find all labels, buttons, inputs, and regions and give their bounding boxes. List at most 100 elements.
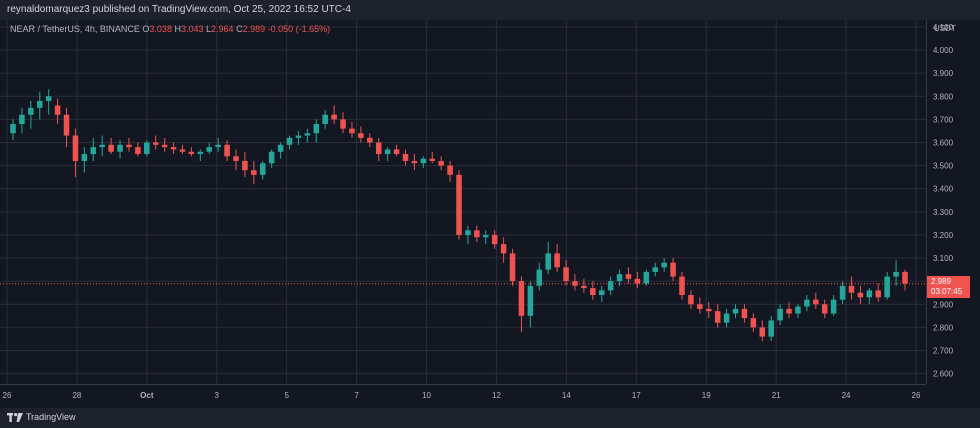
- candle-body: [456, 174, 462, 235]
- candle: [679, 271, 685, 300]
- low-label: L: [206, 24, 212, 34]
- candle: [108, 137, 114, 155]
- candle-body: [188, 151, 195, 155]
- price-tick-label: 3.200: [933, 231, 954, 240]
- candle-body: [697, 304, 703, 309]
- price-tick-label: 3.700: [933, 115, 954, 124]
- candle: [144, 140, 150, 157]
- candle-body: [839, 285, 846, 300]
- candle-body: [135, 147, 141, 155]
- candle: [848, 276, 855, 300]
- price-tick-label: 3.400: [933, 185, 954, 194]
- candle-body: [340, 119, 346, 129]
- candle: [45, 89, 52, 115]
- candle-body: [10, 124, 16, 134]
- candle-body: [830, 299, 837, 314]
- candle-body: [197, 151, 204, 155]
- candle-body: [233, 156, 239, 161]
- candle-body: [563, 267, 569, 282]
- time-tick-label: 3: [215, 391, 220, 400]
- candle: [527, 281, 534, 328]
- symbol-name: NEAR / TetherUS, 4h, BINANCE: [10, 24, 140, 34]
- time-tick-label: 24: [842, 391, 851, 400]
- candle: [866, 288, 873, 305]
- candle: [813, 292, 819, 309]
- time-tick-label: 26: [3, 391, 12, 400]
- candle: [99, 135, 105, 157]
- candle-body: [759, 327, 766, 337]
- candle-body: [536, 269, 543, 286]
- tradingview-logo[interactable]: TradingView: [7, 412, 76, 422]
- candle-body: [661, 262, 667, 268]
- candle-body: [63, 114, 70, 136]
- candle-body: [259, 163, 266, 175]
- currency-label: USDT: [934, 24, 956, 33]
- candle: [188, 147, 195, 157]
- price-tick-label: 4.100: [933, 23, 954, 32]
- candle: [902, 269, 908, 291]
- tradingview-logo-icon: [7, 412, 23, 422]
- price-tick-label: 3.600: [933, 138, 954, 147]
- candle-body: [447, 165, 453, 175]
- candle: [465, 225, 471, 245]
- brand-name: TradingView: [26, 412, 76, 422]
- candle-body: [117, 144, 123, 152]
- candle-body: [688, 295, 694, 305]
- time-tick-label: 17: [632, 391, 641, 400]
- candle: [500, 237, 507, 263]
- candle-body: [893, 271, 899, 277]
- candle-body: [402, 154, 409, 161]
- candle: [750, 313, 757, 332]
- time-tick-label: 28: [72, 391, 81, 400]
- candle-body: [438, 160, 444, 166]
- candle: [367, 133, 373, 148]
- candle: [242, 151, 248, 178]
- candle: [643, 269, 650, 286]
- candle: [697, 297, 703, 314]
- price-tick-label: 4.000: [933, 46, 954, 55]
- candle: [777, 304, 783, 326]
- candle-body: [509, 253, 516, 282]
- candle-body: [215, 144, 221, 148]
- candle-body: [598, 290, 605, 296]
- candle: [277, 142, 284, 159]
- symbol-legend: NEAR / TetherUS, 4h, BINANCE O3.038 H3.0…: [10, 24, 330, 34]
- candle-body: [786, 308, 792, 314]
- candle: [661, 258, 667, 272]
- candle: [768, 315, 774, 342]
- candle-body: [304, 133, 311, 136]
- candle: [491, 230, 498, 249]
- candle-body: [607, 281, 614, 291]
- candle-body: [45, 96, 52, 101]
- candle-body: [652, 267, 659, 272]
- candle-body: [81, 154, 88, 161]
- candle-body: [242, 160, 248, 171]
- candle-body: [126, 144, 132, 148]
- candle: [652, 262, 659, 277]
- candle: [509, 248, 516, 286]
- candle: [839, 281, 846, 305]
- candle-body: [99, 144, 105, 148]
- candle-body: [72, 135, 79, 161]
- candle-body: [821, 304, 828, 314]
- candle: [625, 267, 632, 284]
- candle: [420, 156, 427, 168]
- time-axis: 26 28 Oct 3 5 7 10 12 14 17 19 21 24 26: [0, 384, 926, 400]
- candle-body: [161, 144, 168, 148]
- candle-body: [670, 262, 676, 277]
- candle-body: [313, 124, 320, 134]
- candle: [322, 110, 328, 129]
- candle: [456, 170, 462, 240]
- candle: [63, 107, 70, 148]
- candle-body: [393, 149, 400, 155]
- candle: [518, 276, 525, 332]
- candle-body: [384, 149, 391, 155]
- time-tick-label: 19: [702, 391, 711, 400]
- candle-body: [848, 285, 855, 293]
- candle: [233, 149, 239, 171]
- price-tick-label: 3.900: [933, 69, 954, 78]
- candle: [197, 149, 204, 161]
- candle: [215, 137, 221, 152]
- time-tick-label: 14: [562, 391, 571, 400]
